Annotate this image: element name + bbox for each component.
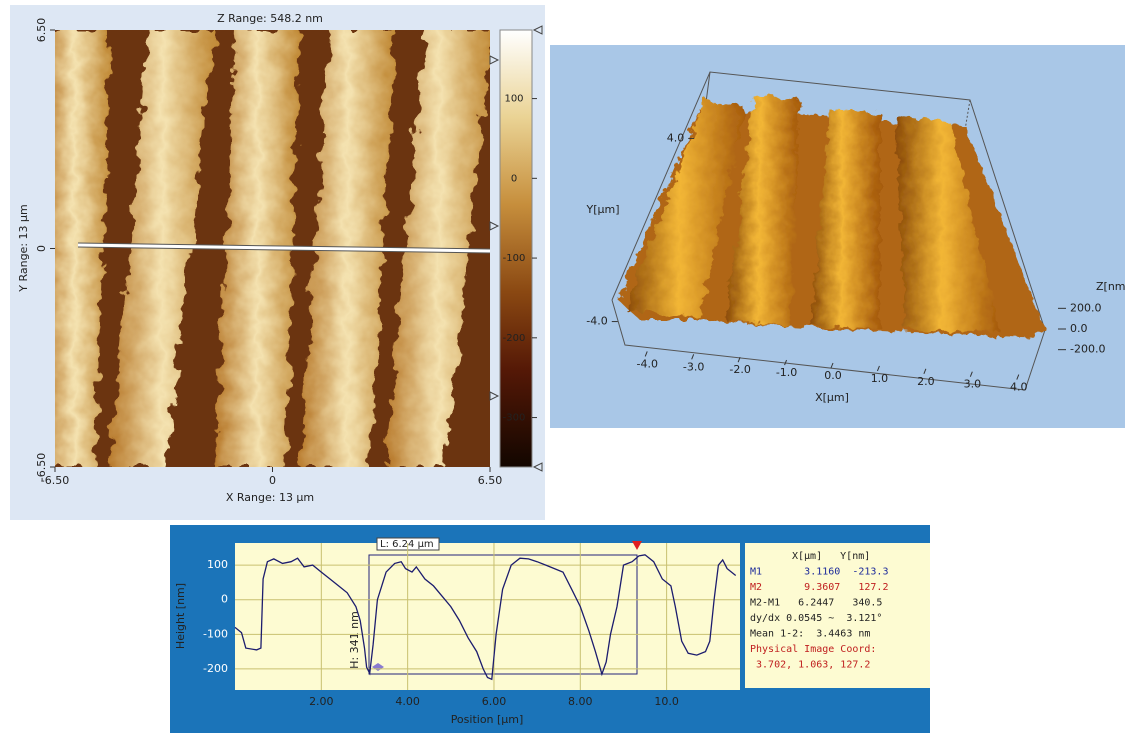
readout-line: M2 9.3607 127.2 — [750, 582, 888, 593]
y-tick-label: 100 — [207, 558, 228, 571]
colorbar-tick-label: 100 — [504, 94, 523, 105]
y-tick-label: -6.50 — [35, 453, 48, 481]
z-tick-label: 0.0 — [1070, 322, 1088, 335]
length-label: L: 6.24 µm — [380, 539, 434, 550]
x-tick-label: 4.0 — [1010, 381, 1028, 394]
x-tick-label: 10.0 — [654, 695, 679, 708]
x-tick-label: -4.0 — [636, 357, 657, 370]
x-tick-label: 2.0 — [917, 375, 935, 388]
height-label: H: 341 nm — [348, 611, 361, 669]
readout-line: Mean 1-2: 3.4463 nm — [750, 629, 870, 640]
readout-line: X[µm] Y[nm] — [792, 551, 870, 562]
x-tick-label: 0.0 — [824, 369, 842, 382]
y-tick-label: 6.50 — [35, 18, 48, 43]
y-axis-label: Y[µm] — [585, 203, 619, 216]
colorbar-tick-label: -200 — [503, 333, 526, 344]
x-tick-label: -2.0 — [729, 363, 750, 376]
y-tick-label: -4.0 — [586, 315, 607, 328]
y-tick-label: -200 — [203, 662, 228, 675]
y-axis-label: Y Range: 13 µm — [17, 204, 30, 293]
y-axis-label: Height [nm] — [174, 583, 187, 649]
readout-line: dy/dx 0.0545 ~ 3.121° — [750, 613, 882, 624]
y-tick-label: -100 — [203, 627, 228, 640]
y-tick-label: 0 — [35, 245, 48, 252]
readout-line: Physical Image Coord: — [750, 644, 876, 655]
y-tick-label: 4.0 — [667, 131, 685, 144]
image-title: Z Range: 548.2 nm — [217, 12, 323, 25]
x-axis-label: X[µm] — [815, 391, 849, 404]
y-tick-label: 0 — [221, 593, 228, 606]
x-tick-label: 1.0 — [871, 372, 889, 385]
z-tick-label: -200.0 — [1070, 343, 1105, 356]
height-map — [40, 30, 492, 467]
x-tick-label: 8.00 — [568, 695, 593, 708]
x-tick-label: 6.50 — [478, 474, 503, 487]
readout-line: M2-M1 6.2447 340.5 — [750, 598, 882, 609]
colorbar-tick-label: 0 — [511, 173, 517, 184]
x-tick-label: 4.00 — [395, 695, 420, 708]
x-tick-label: -3.0 — [683, 360, 704, 373]
x-axis-label: Position [µm] — [451, 713, 524, 726]
x-tick-label: -1.0 — [776, 366, 797, 379]
x-tick-label: 0 — [269, 474, 276, 487]
x-tick-label: 2.00 — [309, 695, 334, 708]
colorbar-tick-label: -100 — [503, 253, 526, 264]
z-tick-label: 200.0 — [1070, 301, 1102, 314]
colorbar-tick-label: -300 — [503, 413, 526, 424]
x-axis-label: X Range: 13 µm — [226, 491, 314, 504]
z-axis-label: Z[nm — [1096, 280, 1125, 293]
readout-line: 3.702, 1.063, 127.2 — [750, 660, 870, 671]
page: Z Range: 548.2 nm X Range: 13 µm Y Range… — [0, 0, 1125, 733]
x-tick-label: 6.00 — [482, 695, 507, 708]
x-tick-label: 3.0 — [964, 378, 982, 391]
readout-line: M1 3.1160 -213.3 — [750, 567, 888, 578]
